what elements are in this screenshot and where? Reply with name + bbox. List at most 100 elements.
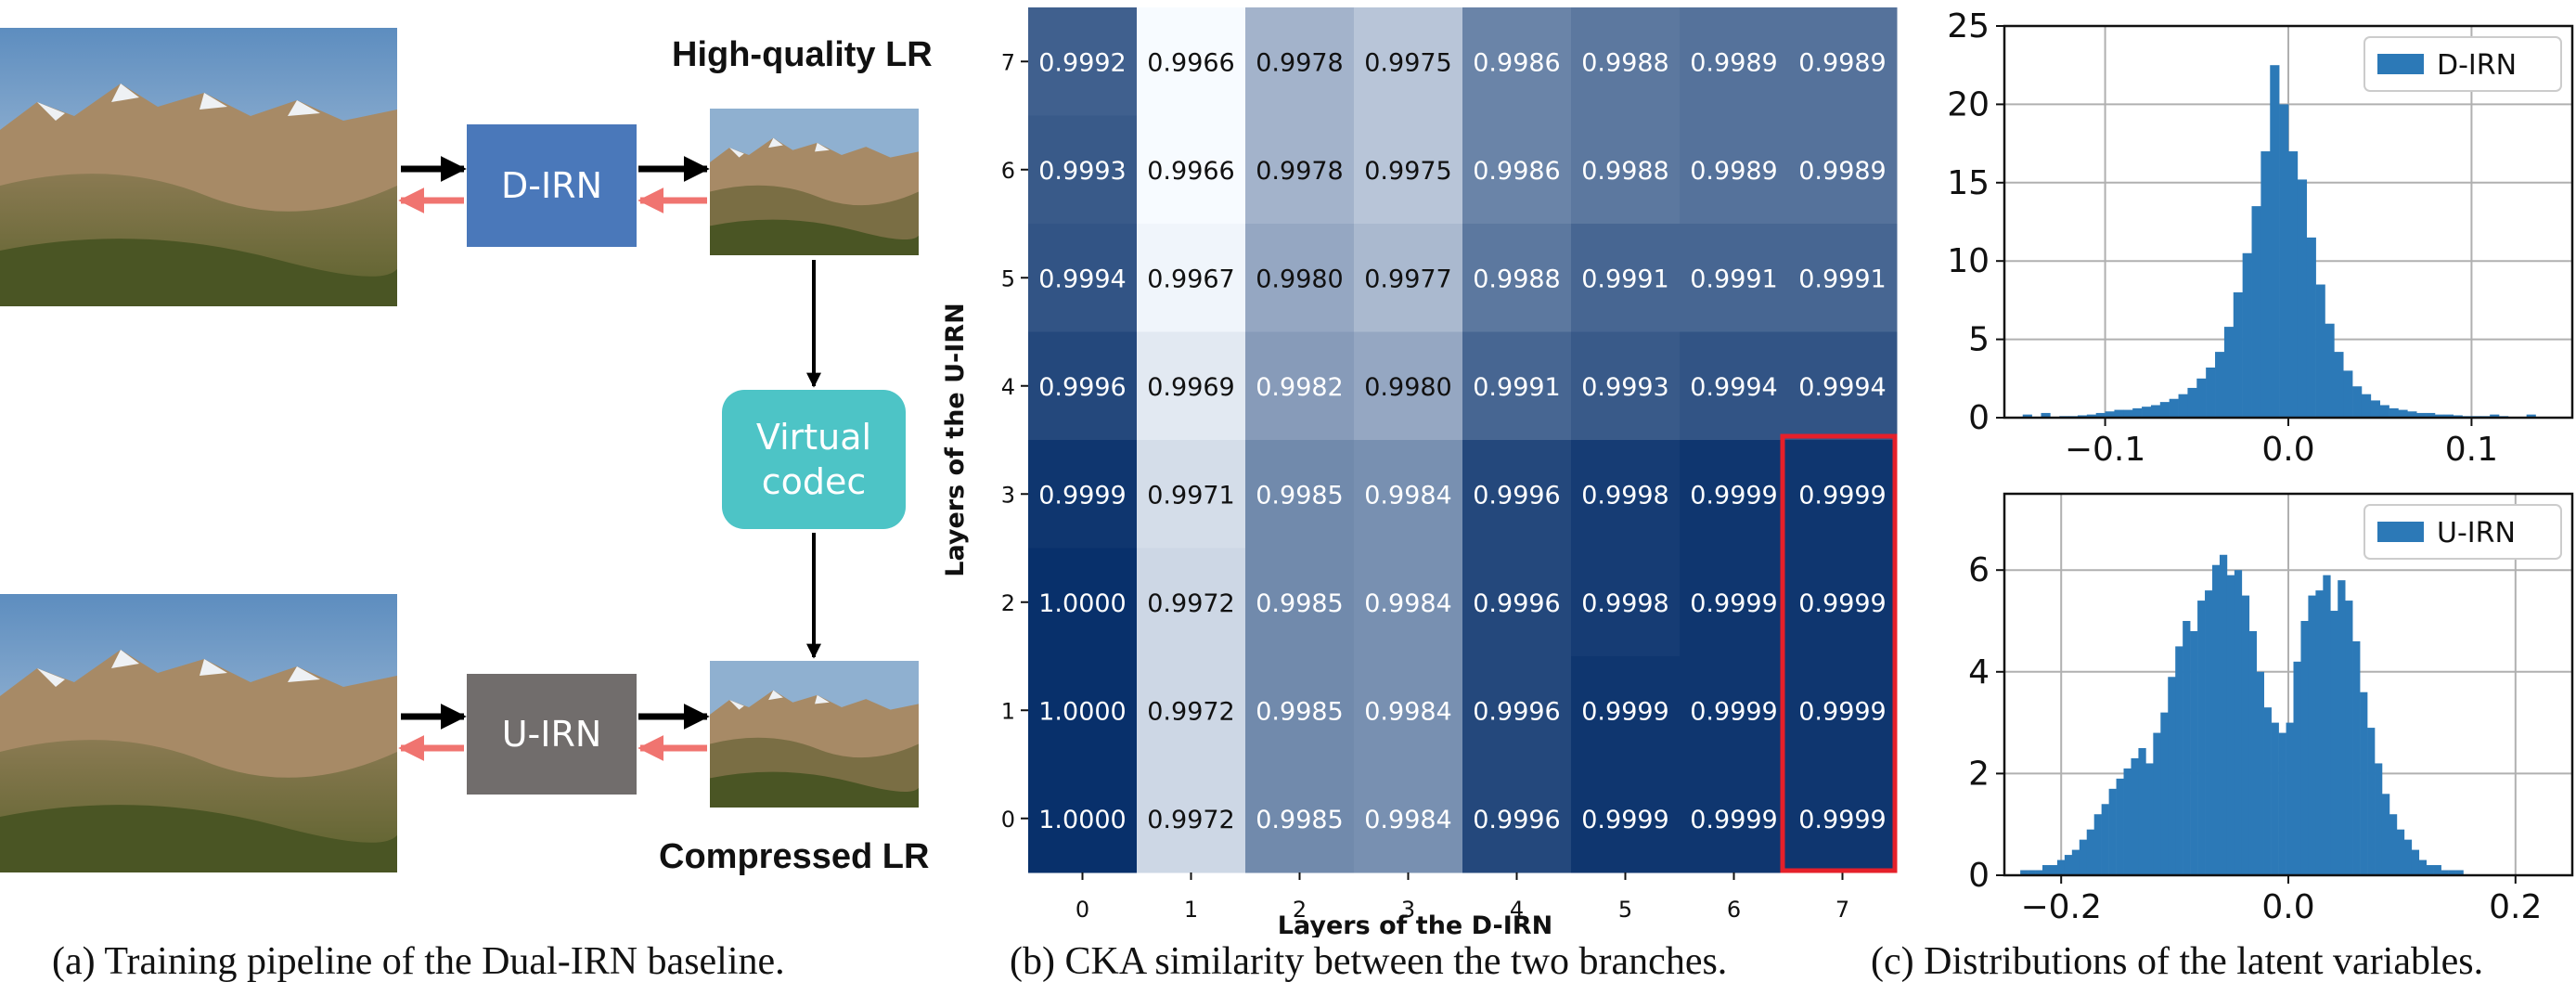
histogram-bar <box>2223 327 2235 418</box>
histogram-bar <box>2020 870 2029 875</box>
heatmap-y-tick-label: 4 <box>1001 374 1015 400</box>
histogram-bar <box>2093 814 2102 875</box>
heatmap-y-tick-label: 2 <box>1001 590 1015 616</box>
histogram-bar <box>2108 788 2117 875</box>
heatmap-x-tick-label: 7 <box>1835 897 1849 923</box>
heatmap-value-label: 0.9999 <box>1690 806 1777 834</box>
heatmap-value-label: 0.9985 <box>1256 589 1343 618</box>
heatmap-cell <box>1788 548 1898 657</box>
heatmap-value-label: 0.9991 <box>1690 265 1777 293</box>
heatmap-value-label: 0.9989 <box>1798 157 1886 186</box>
histogram-bar <box>2416 412 2427 418</box>
histogram-bar <box>2389 814 2398 875</box>
heatmap-value-label: 0.9998 <box>1581 481 1668 510</box>
histogram-bar <box>2343 370 2353 418</box>
compressed-lr-label: Compressed LR <box>659 837 930 876</box>
heatmap-value-label: 0.9984 <box>1364 806 1451 834</box>
heatmap-y-tick-label: 0 <box>1001 807 1015 833</box>
heatmap-cell <box>1028 115 1138 225</box>
heatmap-cell <box>1137 224 1246 332</box>
heatmap-value-label: 0.9999 <box>1038 481 1126 510</box>
u-irn-box-label: U-IRN <box>501 714 602 755</box>
histogram-bar <box>2345 601 2353 875</box>
heatmap-y-tick-label: 6 <box>1001 158 1015 184</box>
histogram-bar <box>2323 575 2331 875</box>
histogram-bar <box>2448 870 2456 875</box>
heatmap-x-tick-label: 0 <box>1075 897 1089 923</box>
histogram-bar <box>2160 712 2169 875</box>
heatmap-cell <box>1462 331 1572 441</box>
heatmap-value-label: 0.9980 <box>1256 265 1343 293</box>
heatmap-cell <box>1354 115 1463 225</box>
heatmap-value-label: 0.9989 <box>1690 157 1777 186</box>
heatmap-value-label: 0.9969 <box>1147 373 1234 402</box>
heatmap-cell <box>1571 224 1681 332</box>
heatmap-value-label: 0.9996 <box>1038 373 1126 402</box>
histogram-bar <box>2159 402 2170 418</box>
histogram-bar <box>2196 378 2207 418</box>
heatmap-cell <box>1788 7 1898 116</box>
heatmap-cell <box>1354 224 1463 332</box>
heatmap-value-label: 0.9982 <box>1256 373 1343 402</box>
histogram-bar <box>2407 411 2417 418</box>
heatmap-cell <box>1680 656 1789 765</box>
heatmap-value-label: 0.9991 <box>1798 265 1886 293</box>
heatmap-cell <box>1245 440 1355 549</box>
heatmap-cell <box>1462 7 1572 116</box>
heatmap-cell <box>1028 224 1138 332</box>
histogram-bar <box>2256 671 2264 875</box>
heatmap-value-label: 0.9978 <box>1256 48 1343 77</box>
heatmap-cell <box>1571 7 1681 116</box>
histogram-bar <box>2190 630 2198 875</box>
heatmap-cell <box>1028 764 1138 873</box>
heatmap-value-label: 0.9980 <box>1364 373 1451 402</box>
heatmap-value-label: 0.9993 <box>1038 157 1126 186</box>
histogram-bar <box>2360 691 2368 875</box>
heatmap-value-label: 0.9985 <box>1256 481 1343 510</box>
histogram-bar <box>2183 621 2191 875</box>
heatmap-value-label: 0.9996 <box>1473 806 1560 834</box>
heatmap-value-label: 0.9996 <box>1473 697 1560 726</box>
heatmap-value-label: 0.9984 <box>1364 697 1451 726</box>
latent-histograms: −0.1 0.0 0.1 0 5 10 15 20 25 D-IRN −0.2 0.0 0.2 0 2 4 6… <box>1947 7 2574 926</box>
heatmap-cell <box>1028 331 1138 441</box>
heatmap-cell <box>1137 7 1246 116</box>
heatmap-value-label: 0.9972 <box>1147 697 1234 726</box>
histogram-bar <box>2411 849 2420 875</box>
heatmap-cell <box>1137 764 1246 873</box>
heatmap-cell <box>1788 440 1898 549</box>
heatmap-value-label: 0.9994 <box>1798 373 1886 402</box>
hr-output-image-bottom <box>0 594 397 872</box>
heatmap-value-label: 0.9999 <box>1581 806 1668 834</box>
histogram-bar <box>2206 367 2216 418</box>
heatmap-cell <box>1462 656 1572 765</box>
legend-swatch <box>2377 54 2424 74</box>
histogram-bar <box>2116 778 2124 875</box>
heatmap-cell <box>1354 7 1463 116</box>
histogram-bar <box>2426 412 2436 418</box>
histogram-bar <box>2056 859 2066 875</box>
heatmap-cell <box>1137 656 1246 765</box>
heatmap-cell <box>1571 440 1681 549</box>
heatmap-cell <box>1245 331 1355 441</box>
heatmap-y-tick-label: 5 <box>1001 265 1015 291</box>
heatmap-x-tick-label: 1 <box>1184 897 1198 923</box>
heatmap-cell <box>1354 656 1463 765</box>
histogram-bar <box>2441 870 2449 875</box>
histogram-bar <box>2077 415 2088 418</box>
histogram-bar <box>2028 870 2036 875</box>
histogram-bar <box>2426 865 2434 875</box>
heatmap-value-label: 0.9992 <box>1038 48 1126 77</box>
virtual-codec-label-line2: codec <box>761 461 867 502</box>
histogram-bar <box>2434 414 2445 418</box>
legend-swatch <box>2377 522 2424 542</box>
histogram-bar <box>2370 400 2381 418</box>
heatmap-x-tick-label: 3 <box>1401 897 1415 923</box>
histogram-bar <box>2334 352 2344 418</box>
heatmap-cell <box>1788 764 1898 873</box>
histogram-bar <box>2325 323 2335 418</box>
histogram-bar <box>2300 621 2309 875</box>
heatmap-y-axis-label: Layers of the U-IRN <box>941 303 970 576</box>
heatmap-cell <box>1571 548 1681 657</box>
y-tick-label: 2 <box>1968 755 1990 793</box>
